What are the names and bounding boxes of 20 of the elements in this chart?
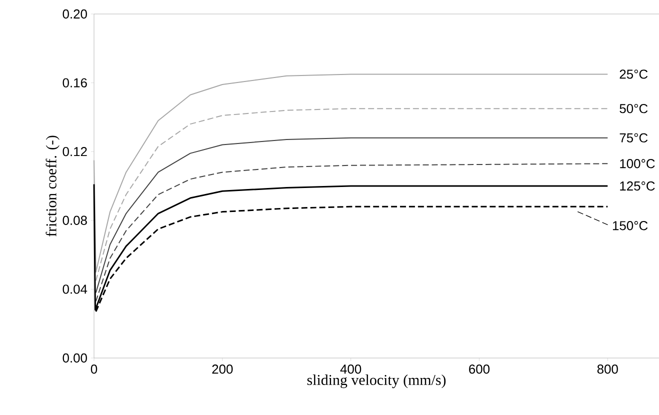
line-series <box>93 184 608 311</box>
legend-label: 150°C <box>612 221 648 230</box>
x-tick-label: 800 <box>597 364 618 374</box>
y-tick-label: 0.08 <box>62 216 87 225</box>
x-tick-label: 400 <box>340 364 362 374</box>
y-axis-title: friction coeff. (-) <box>46 136 60 236</box>
series-label: 25°C <box>620 70 648 79</box>
series-label: 125°C <box>620 181 655 191</box>
x-axis-title: sliding velocity (mm/s) <box>307 374 446 388</box>
x-tick-label: 200 <box>212 364 233 374</box>
y-tick-label: 0.16 <box>62 78 87 88</box>
series-label: 100°C <box>620 159 655 168</box>
y-tick-label: 0.00 <box>62 353 87 363</box>
y-tick-label: 0.20 <box>62 9 87 19</box>
x-tick-label: 0 <box>90 364 98 374</box>
series-label: 75°C <box>620 133 648 142</box>
x-tick-label: 600 <box>469 364 490 374</box>
y-tick-label: 0.04 <box>62 284 88 294</box>
y-tick-label: 0.12 <box>62 147 87 156</box>
series-label: 50°C <box>620 104 648 114</box>
